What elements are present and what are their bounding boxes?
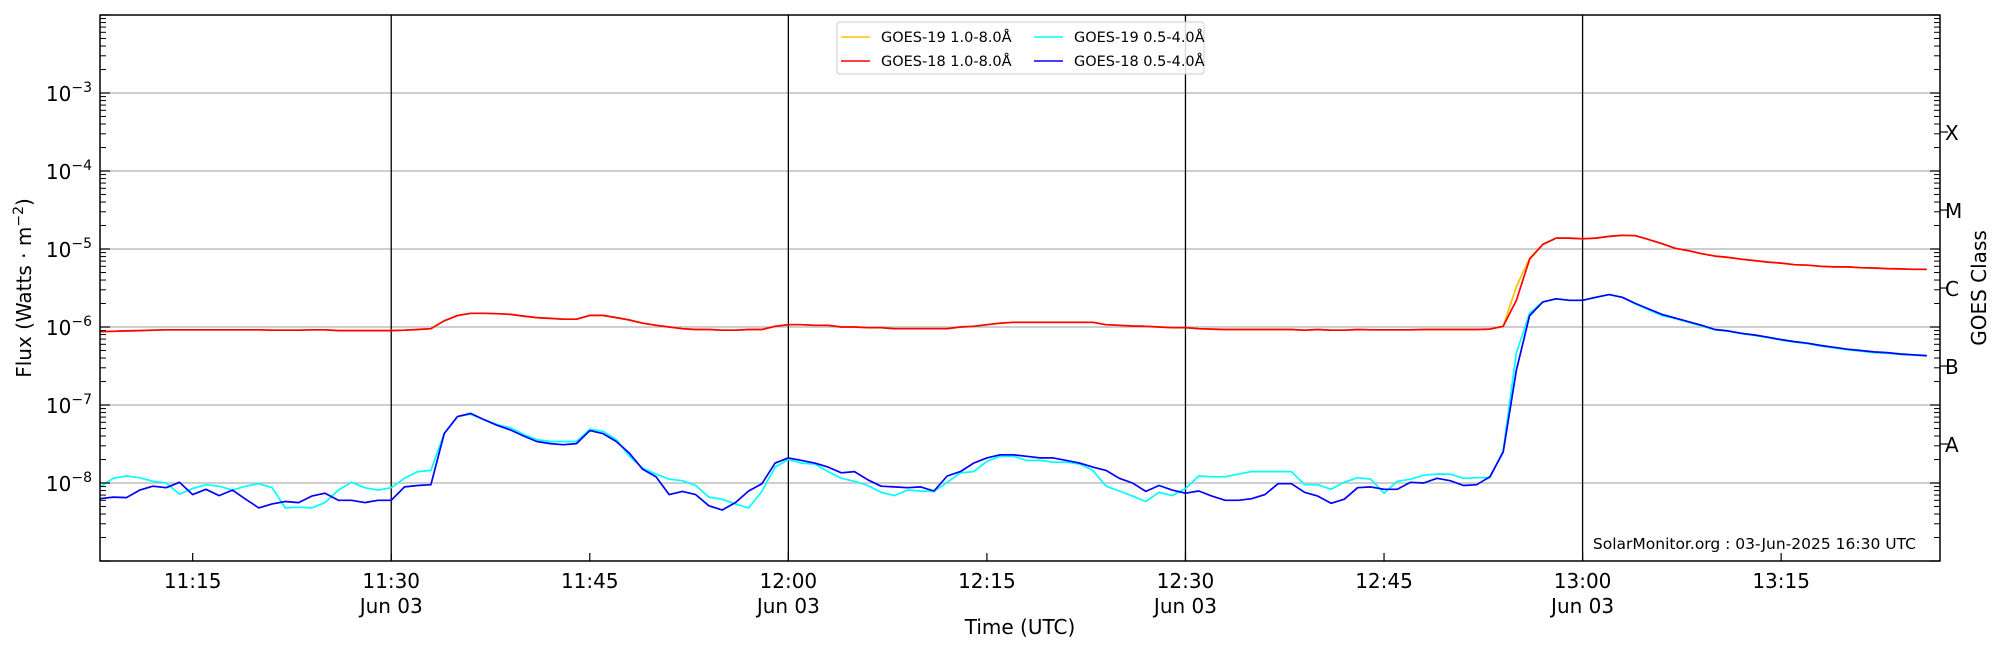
source-annotation: SolarMonitor.org : 03-Jun-2025 16:30 UTC bbox=[1593, 535, 1916, 553]
series-lines bbox=[99, 234, 1927, 511]
x-tick-label: 12:15 bbox=[958, 569, 1016, 593]
legend-label-goes18-long: GOES-18 1.0-8.0Å bbox=[881, 53, 1012, 70]
x-tick-label: 12:00 bbox=[760, 569, 818, 593]
y-tick-label: 10−8 bbox=[46, 470, 92, 496]
legend-label-goes19-short: GOES-19 0.5-4.0Å bbox=[1074, 29, 1205, 46]
x-tick-label: 13:00 bbox=[1554, 569, 1612, 593]
y-tick-label: 10−3 bbox=[46, 80, 92, 106]
y-tick-label: 10−5 bbox=[46, 236, 92, 262]
axis-ticks bbox=[100, 14, 1948, 562]
plot-frame bbox=[99, 14, 1941, 562]
x-tick-label: 11:30 bbox=[362, 569, 420, 593]
goes-class-label-x: X bbox=[1945, 121, 1959, 145]
x-tick-date-label: Jun 03 bbox=[1549, 594, 1614, 618]
series-goes19-long bbox=[99, 234, 1927, 333]
x-tick-label: 11:45 bbox=[561, 569, 619, 593]
y-tick-label: 10−7 bbox=[46, 392, 92, 418]
y-tick-labels: 10−8 10−7 10−6 10−5 10−4 10−3 bbox=[46, 80, 92, 496]
goes-class-labels: A B C M X bbox=[1945, 121, 1962, 457]
x-tick-label: 13:15 bbox=[1752, 569, 1810, 593]
y-axis-label: Flux (Watts · m−2) bbox=[11, 198, 36, 378]
goes-class-axis-label: GOES Class bbox=[1967, 230, 1991, 346]
x-tick-label: 12:30 bbox=[1157, 569, 1215, 593]
x-tick-date-label: Jun 03 bbox=[1152, 594, 1217, 618]
legend-label-goes18-short: GOES-18 0.5-4.0Å bbox=[1074, 53, 1205, 70]
series-goes18-short bbox=[99, 293, 1927, 511]
series-goes18-long bbox=[99, 234, 1927, 333]
x-tick-label: 12:45 bbox=[1355, 569, 1413, 593]
goes-class-label-m: M bbox=[1945, 199, 1962, 223]
x-tick-date-label: Jun 03 bbox=[358, 594, 423, 618]
y-tick-label: 10−6 bbox=[46, 314, 92, 340]
goes-class-label-c: C bbox=[1945, 277, 1959, 301]
goes-class-label-a: A bbox=[1945, 433, 1959, 457]
x-axis-label: Time (UTC) bbox=[964, 615, 1076, 639]
time-markers bbox=[390, 15, 1584, 561]
legend-label-goes19-long: GOES-19 1.0-8.0Å bbox=[881, 29, 1012, 46]
y-tick-label: 10−4 bbox=[46, 158, 92, 184]
x-tick-date-label: Jun 03 bbox=[755, 594, 820, 618]
legend-box bbox=[836, 21, 1205, 75]
legend: GOES-19 1.0-8.0Å GOES-18 1.0-8.0Å GOES-1… bbox=[836, 21, 1205, 75]
goes-class-label-b: B bbox=[1945, 355, 1959, 379]
x-tick-label: 11:15 bbox=[164, 569, 222, 593]
gridlines bbox=[100, 92, 1940, 484]
